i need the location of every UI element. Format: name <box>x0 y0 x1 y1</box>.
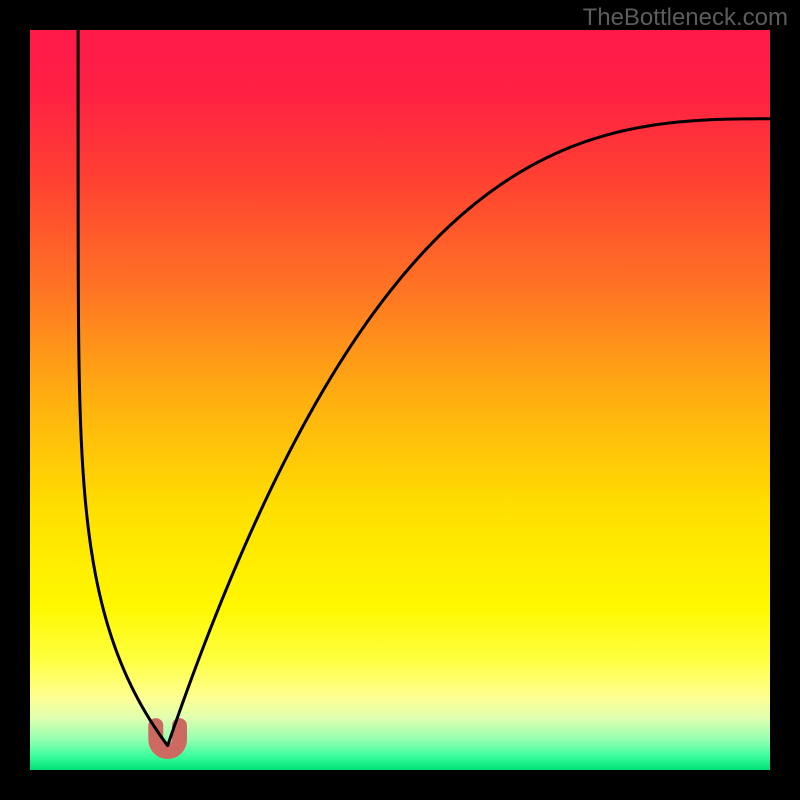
gradient-background <box>30 30 770 770</box>
chart-svg <box>0 0 800 800</box>
chart-container: TheBottleneck.com <box>0 0 800 800</box>
watermark-text: TheBottleneck.com <box>583 4 788 32</box>
